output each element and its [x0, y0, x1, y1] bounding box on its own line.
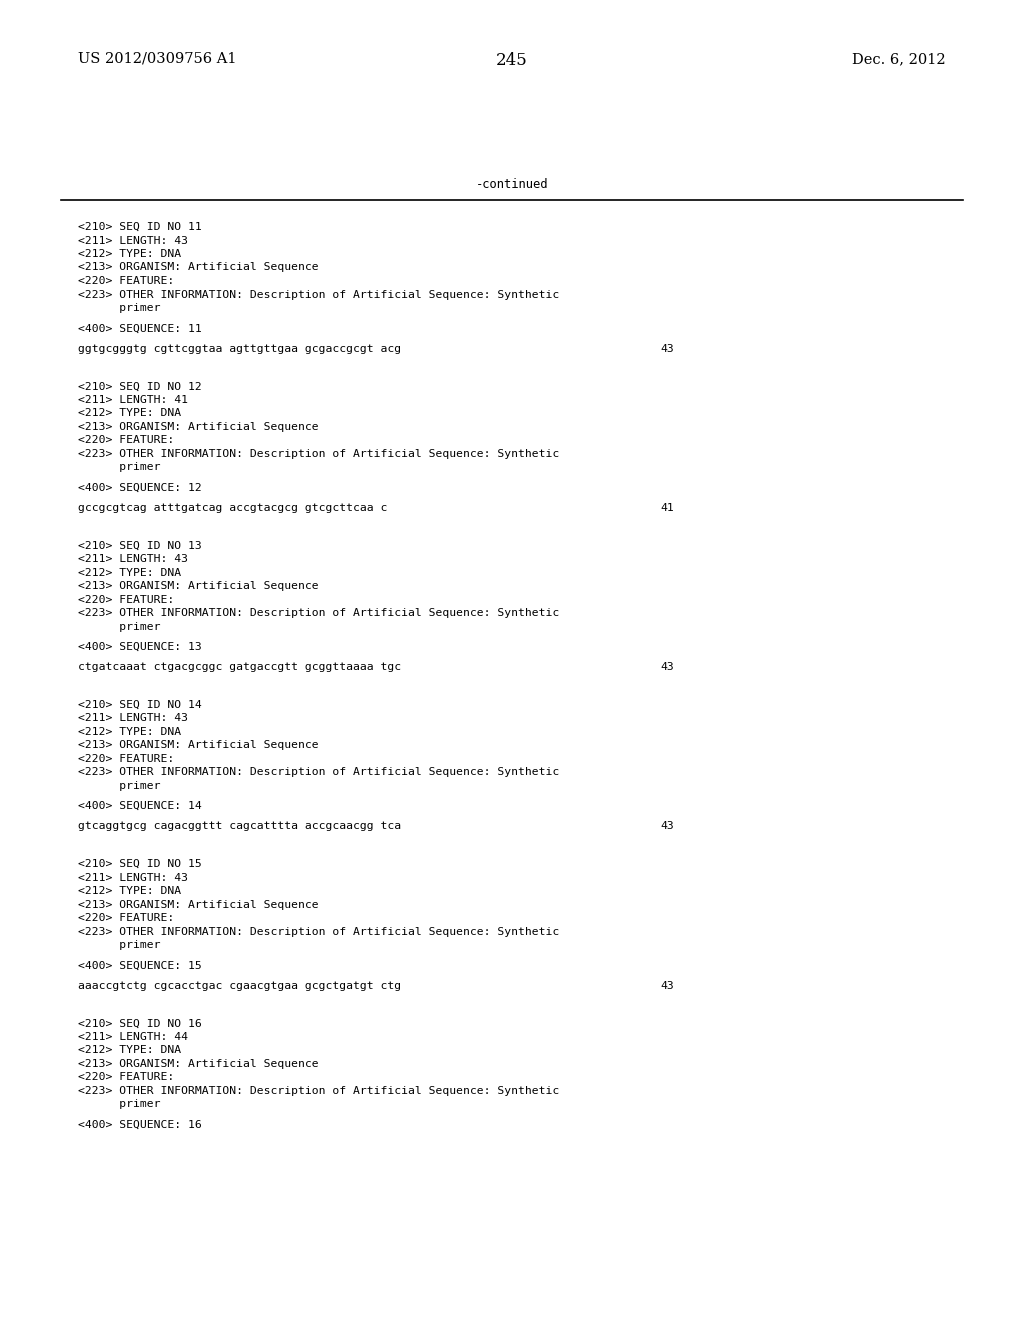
- Text: <223> OTHER INFORMATION: Description of Artificial Sequence: Synthetic: <223> OTHER INFORMATION: Description of …: [78, 289, 559, 300]
- Text: <210> SEQ ID NO 13: <210> SEQ ID NO 13: [78, 541, 202, 550]
- Text: <213> ORGANISM: Artificial Sequence: <213> ORGANISM: Artificial Sequence: [78, 263, 318, 272]
- Text: <223> OTHER INFORMATION: Description of Artificial Sequence: Synthetic: <223> OTHER INFORMATION: Description of …: [78, 1086, 559, 1096]
- Text: 43: 43: [660, 343, 674, 354]
- Text: US 2012/0309756 A1: US 2012/0309756 A1: [78, 51, 237, 66]
- Text: <220> FEATURE:: <220> FEATURE:: [78, 594, 174, 605]
- Text: primer: primer: [78, 1100, 161, 1110]
- Text: ctgatcaaat ctgacgcggc gatgaccgtt gcggttaaaa tgc: ctgatcaaat ctgacgcggc gatgaccgtt gcggtta…: [78, 663, 401, 672]
- Text: <220> FEATURE:: <220> FEATURE:: [78, 913, 174, 923]
- Text: primer: primer: [78, 304, 161, 313]
- Text: <400> SEQUENCE: 15: <400> SEQUENCE: 15: [78, 961, 202, 970]
- Text: <212> TYPE: DNA: <212> TYPE: DNA: [78, 1045, 181, 1056]
- Text: 245: 245: [496, 51, 528, 69]
- Text: <400> SEQUENCE: 16: <400> SEQUENCE: 16: [78, 1119, 202, 1130]
- Text: 43: 43: [660, 663, 674, 672]
- Text: 43: 43: [660, 821, 674, 832]
- Text: <211> LENGTH: 44: <211> LENGTH: 44: [78, 1032, 188, 1041]
- Text: <211> LENGTH: 43: <211> LENGTH: 43: [78, 554, 188, 564]
- Text: <212> TYPE: DNA: <212> TYPE: DNA: [78, 568, 181, 578]
- Text: <223> OTHER INFORMATION: Description of Artificial Sequence: Synthetic: <223> OTHER INFORMATION: Description of …: [78, 767, 559, 777]
- Text: <400> SEQUENCE: 11: <400> SEQUENCE: 11: [78, 323, 202, 333]
- Text: Dec. 6, 2012: Dec. 6, 2012: [852, 51, 946, 66]
- Text: <213> ORGANISM: Artificial Sequence: <213> ORGANISM: Artificial Sequence: [78, 581, 318, 591]
- Text: -continued: -continued: [476, 178, 548, 191]
- Text: <213> ORGANISM: Artificial Sequence: <213> ORGANISM: Artificial Sequence: [78, 741, 318, 750]
- Text: primer: primer: [78, 622, 161, 631]
- Text: <211> LENGTH: 41: <211> LENGTH: 41: [78, 395, 188, 405]
- Text: <220> FEATURE:: <220> FEATURE:: [78, 436, 174, 445]
- Text: 41: 41: [660, 503, 674, 512]
- Text: <223> OTHER INFORMATION: Description of Artificial Sequence: Synthetic: <223> OTHER INFORMATION: Description of …: [78, 927, 559, 937]
- Text: <212> TYPE: DNA: <212> TYPE: DNA: [78, 249, 181, 259]
- Text: <400> SEQUENCE: 13: <400> SEQUENCE: 13: [78, 642, 202, 652]
- Text: <210> SEQ ID NO 14: <210> SEQ ID NO 14: [78, 700, 202, 710]
- Text: gtcaggtgcg cagacggttt cagcatttta accgcaacgg tca: gtcaggtgcg cagacggttt cagcatttta accgcaa…: [78, 821, 401, 832]
- Text: <220> FEATURE:: <220> FEATURE:: [78, 276, 174, 286]
- Text: <211> LENGTH: 43: <211> LENGTH: 43: [78, 713, 188, 723]
- Text: <220> FEATURE:: <220> FEATURE:: [78, 1072, 174, 1082]
- Text: <223> OTHER INFORMATION: Description of Artificial Sequence: Synthetic: <223> OTHER INFORMATION: Description of …: [78, 449, 559, 459]
- Text: <212> TYPE: DNA: <212> TYPE: DNA: [78, 408, 181, 418]
- Text: <213> ORGANISM: Artificial Sequence: <213> ORGANISM: Artificial Sequence: [78, 1059, 318, 1069]
- Text: <400> SEQUENCE: 12: <400> SEQUENCE: 12: [78, 483, 202, 492]
- Text: <220> FEATURE:: <220> FEATURE:: [78, 754, 174, 764]
- Text: primer: primer: [78, 462, 161, 473]
- Text: primer: primer: [78, 781, 161, 791]
- Text: 43: 43: [660, 981, 674, 991]
- Text: primer: primer: [78, 940, 161, 950]
- Text: <213> ORGANISM: Artificial Sequence: <213> ORGANISM: Artificial Sequence: [78, 900, 318, 909]
- Text: <211> LENGTH: 43: <211> LENGTH: 43: [78, 873, 188, 883]
- Text: <210> SEQ ID NO 15: <210> SEQ ID NO 15: [78, 859, 202, 869]
- Text: <211> LENGTH: 43: <211> LENGTH: 43: [78, 235, 188, 246]
- Text: <212> TYPE: DNA: <212> TYPE: DNA: [78, 886, 181, 896]
- Text: <210> SEQ ID NO 12: <210> SEQ ID NO 12: [78, 381, 202, 391]
- Text: ggtgcgggtg cgttcggtaa agttgttgaa gcgaccgcgt acg: ggtgcgggtg cgttcggtaa agttgttgaa gcgaccg…: [78, 343, 401, 354]
- Text: <210> SEQ ID NO 16: <210> SEQ ID NO 16: [78, 1019, 202, 1028]
- Text: <213> ORGANISM: Artificial Sequence: <213> ORGANISM: Artificial Sequence: [78, 422, 318, 432]
- Text: <400> SEQUENCE: 14: <400> SEQUENCE: 14: [78, 801, 202, 812]
- Text: <212> TYPE: DNA: <212> TYPE: DNA: [78, 727, 181, 737]
- Text: <210> SEQ ID NO 11: <210> SEQ ID NO 11: [78, 222, 202, 232]
- Text: aaaccgtctg cgcacctgac cgaacgtgaa gcgctgatgt ctg: aaaccgtctg cgcacctgac cgaacgtgaa gcgctga…: [78, 981, 401, 991]
- Text: <223> OTHER INFORMATION: Description of Artificial Sequence: Synthetic: <223> OTHER INFORMATION: Description of …: [78, 609, 559, 618]
- Text: gccgcgtcag atttgatcag accgtacgcg gtcgcttcaa c: gccgcgtcag atttgatcag accgtacgcg gtcgctt…: [78, 503, 387, 512]
